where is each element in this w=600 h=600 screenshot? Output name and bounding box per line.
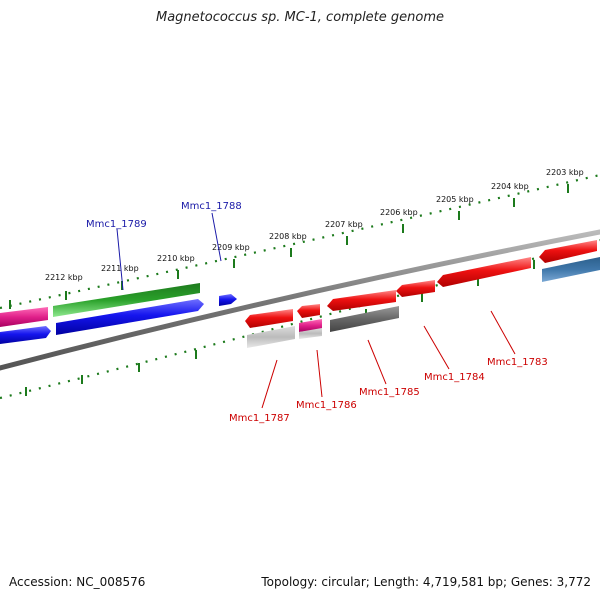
gene-red bbox=[396, 280, 435, 297]
gene-red bbox=[297, 304, 320, 318]
gene-magenta-small bbox=[299, 319, 322, 332]
scale-label: 2206 kbp bbox=[380, 208, 418, 217]
scale-label: 2204 kbp bbox=[491, 182, 529, 191]
gene-red bbox=[437, 257, 531, 287]
leader-line bbox=[211, 212, 222, 262]
gene-blue-small bbox=[219, 294, 237, 306]
page-title: Magnetococcus sp. MC-1, complete genome bbox=[155, 10, 445, 25]
gene-red bbox=[327, 290, 396, 311]
gene-red bbox=[539, 240, 597, 263]
gene-magenta bbox=[0, 307, 48, 327]
leader-line bbox=[367, 339, 387, 385]
scale-ticks-upper bbox=[9, 184, 569, 309]
scale-label: 2209 kbp bbox=[212, 243, 250, 252]
scale-label: 2211 kbp bbox=[101, 264, 139, 273]
gene-label: Mmc1_1786 bbox=[296, 400, 357, 411]
gene-label: Mmc1_1789 bbox=[86, 219, 147, 230]
gene-labels: Mmc1_1789 Mmc1_1788 Mmc1_1787 Mmc1_1786 … bbox=[86, 201, 548, 424]
scale-label: 2208 kbp bbox=[269, 232, 307, 241]
leader-line bbox=[490, 310, 516, 355]
gene-label: Mmc1_1784 bbox=[424, 372, 485, 383]
accession-text: Accession: NC_008576 bbox=[9, 575, 146, 589]
genome-backbone bbox=[0, 229, 600, 371]
scale-label: 2205 kbp bbox=[436, 195, 474, 204]
leader-line bbox=[423, 325, 450, 370]
reverse-genes bbox=[245, 240, 600, 348]
gene-green bbox=[53, 283, 200, 317]
topology-text: Topology: circular; Length: 4,719,581 bp… bbox=[261, 575, 591, 589]
forward-genes bbox=[0, 283, 237, 344]
scale-label: 2210 kbp bbox=[157, 254, 195, 263]
leader-line bbox=[116, 228, 124, 291]
gene-label: Mmc1_1787 bbox=[229, 413, 290, 424]
scale-label: 2212 kbp bbox=[45, 273, 83, 282]
leader-lines bbox=[116, 212, 516, 409]
gene-label: Mmc1_1788 bbox=[181, 201, 242, 212]
gene-lightgray bbox=[247, 326, 295, 348]
gene-red bbox=[245, 309, 293, 328]
gene-label: Mmc1_1785 bbox=[359, 387, 420, 398]
gene-label: Mmc1_1783 bbox=[487, 357, 548, 368]
leader-line bbox=[316, 349, 323, 398]
gene-gray bbox=[330, 306, 399, 332]
scale-labels: 2203 kbp 2204 kbp 2205 kbp 2206 kbp 2207… bbox=[45, 168, 584, 282]
gene-steelblue bbox=[542, 257, 600, 282]
scale-label: 2207 kbp bbox=[325, 220, 363, 229]
gene-blue-left bbox=[0, 326, 51, 344]
leader-line bbox=[261, 359, 278, 409]
gene-lightgray bbox=[299, 328, 322, 339]
scale-track-upper bbox=[0, 173, 600, 310]
scale-label: 2203 kbp bbox=[546, 168, 584, 177]
gene-blue-large bbox=[56, 299, 204, 335]
